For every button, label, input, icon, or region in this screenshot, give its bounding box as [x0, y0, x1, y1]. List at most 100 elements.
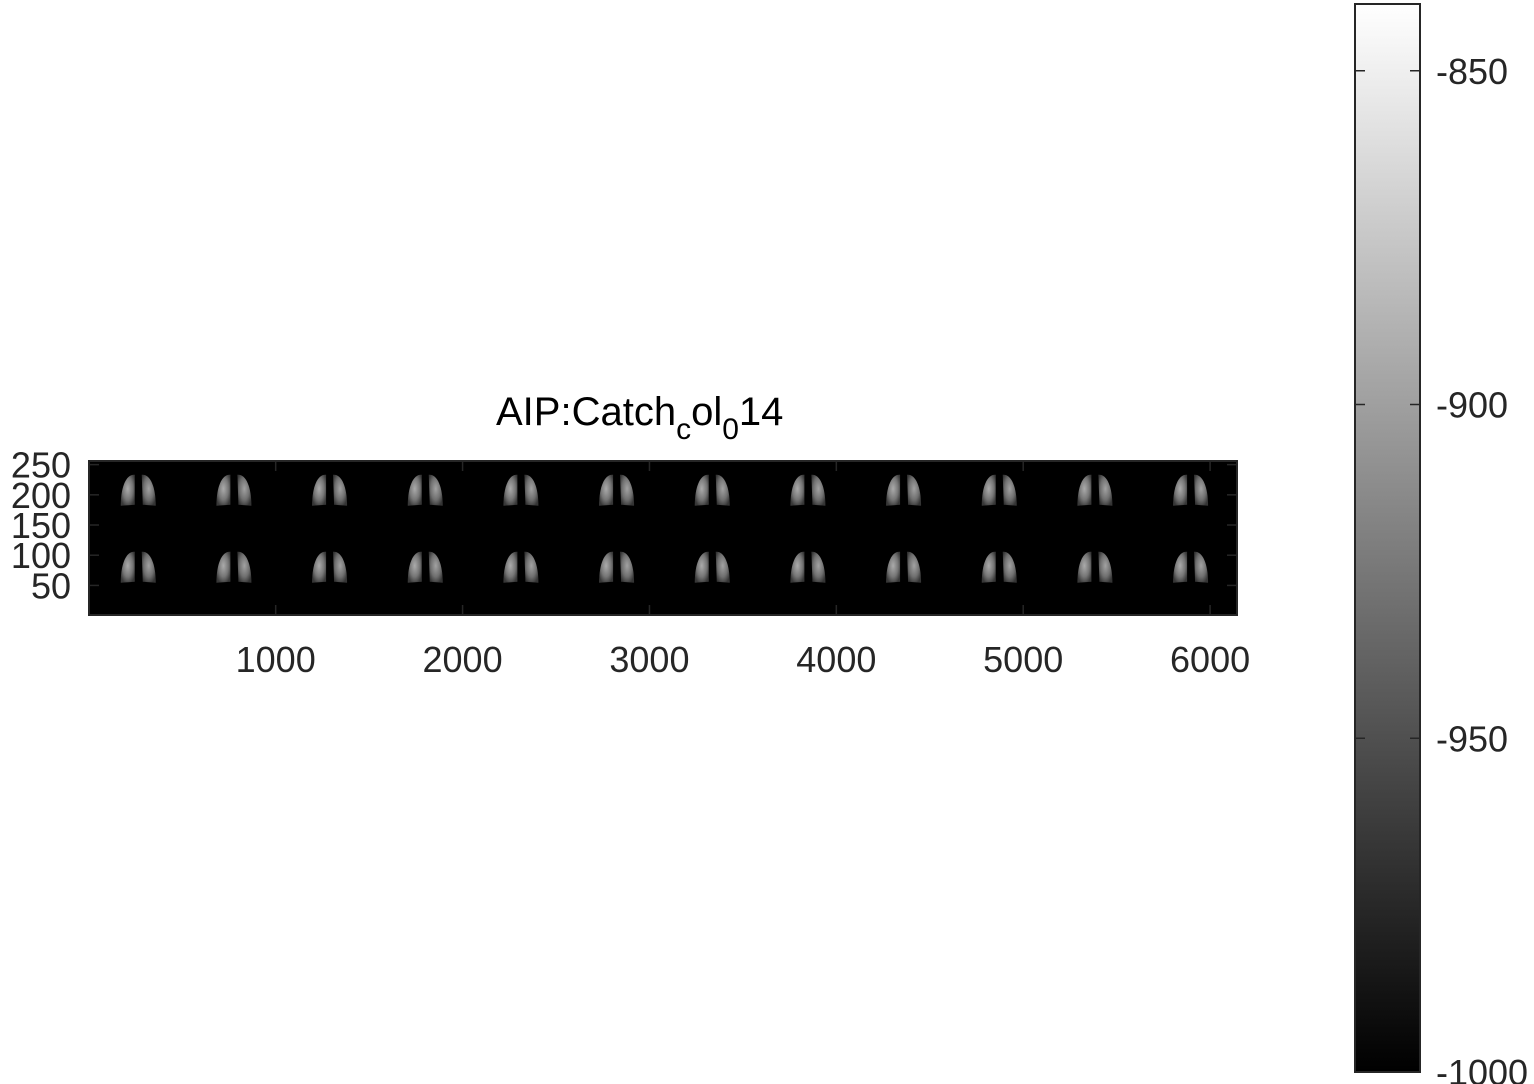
left-lung: [790, 551, 805, 583]
right-lung: [141, 474, 156, 506]
lung-slice: [407, 551, 443, 583]
title-prefix: AIP:Catch: [496, 390, 677, 434]
title-middle: ol: [691, 390, 723, 434]
right-lung: [1002, 474, 1017, 506]
left-lung: [886, 551, 901, 583]
title-subscript-2: 0: [722, 413, 739, 446]
left-lung: [1173, 551, 1188, 583]
lung-slice: [312, 474, 348, 506]
x-tick-label: 3000: [609, 639, 689, 680]
x-tick-label: 6000: [1170, 639, 1250, 680]
colorbar-tick-label: -1000: [1436, 1052, 1528, 1084]
lung-slice: [407, 474, 443, 506]
left-lung: [694, 551, 709, 583]
lung-slice: [694, 474, 730, 506]
x-tick-label: 5000: [983, 639, 1063, 680]
left-lung: [120, 551, 135, 583]
left-lung: [1173, 474, 1188, 506]
lung-slice: [503, 551, 539, 583]
right-lung: [428, 474, 443, 506]
right-lung: [1002, 551, 1017, 583]
right-lung: [1098, 474, 1113, 506]
left-lung: [216, 551, 231, 583]
y-tick-label: 100: [11, 535, 71, 576]
x-tick-label: 4000: [796, 639, 876, 680]
x-axis: 1000 2000 3000 4000 5000 6000: [236, 461, 1250, 680]
left-lung: [599, 551, 614, 583]
left-lung: [312, 551, 327, 583]
lung-slice: [1077, 551, 1113, 583]
right-lung: [811, 474, 826, 506]
left-lung: [120, 474, 135, 506]
left-lung: [1077, 551, 1092, 583]
lung-slice: [1173, 551, 1209, 583]
right-lung: [333, 474, 348, 506]
lung-slice: [790, 474, 826, 506]
x-tick-label: 2000: [423, 639, 503, 680]
colorbar-gradient: [1354, 3, 1421, 1073]
lung-slice: [216, 474, 252, 506]
lung-slice: [981, 551, 1017, 583]
right-lung: [715, 474, 730, 506]
axes-border: [88, 460, 1238, 616]
lung-slice: [790, 551, 826, 583]
y-tick-label: 150: [11, 505, 71, 546]
left-lung: [407, 474, 422, 506]
right-lung: [620, 474, 635, 506]
colorbar-tick-label: -950: [1436, 718, 1508, 759]
left-lung: [981, 551, 996, 583]
right-lung: [1194, 474, 1209, 506]
right-lung: [1098, 551, 1113, 583]
lung-slice: [599, 474, 635, 506]
lung-slice: [216, 551, 252, 583]
right-lung: [237, 474, 252, 506]
lung-slice: [886, 551, 922, 583]
title: AIP:Catchcol014: [496, 390, 836, 454]
lung-slice: [1077, 474, 1113, 506]
lung-slice: [120, 474, 156, 506]
left-lung: [1077, 474, 1092, 506]
left-lung: [503, 551, 518, 583]
title-subscript-1: c: [676, 413, 692, 446]
left-lung: [312, 474, 327, 506]
lung-slice: [886, 474, 922, 506]
right-lung: [333, 551, 348, 583]
left-lung: [694, 474, 709, 506]
right-lung: [524, 551, 539, 583]
left-lung: [216, 474, 231, 506]
colorbar-tick-label: -850: [1436, 51, 1508, 92]
colorbar-tick-label: -900: [1436, 385, 1508, 426]
left-lung: [599, 474, 614, 506]
title-suffix: 14: [738, 390, 784, 434]
lung-slice: [120, 551, 156, 583]
y-tick-label: 200: [11, 475, 71, 516]
right-lung: [811, 551, 826, 583]
right-lung: [907, 551, 922, 583]
lung-slice: [312, 551, 348, 583]
colorbar-ticks: -850 -900 -950 -1000: [1355, 51, 1528, 1084]
right-lung: [141, 551, 156, 583]
y-tick-label: 50: [31, 565, 71, 606]
lung-slice: [599, 551, 635, 583]
x-tick-label: 1000: [236, 639, 316, 680]
right-lung: [1194, 551, 1209, 583]
left-lung: [503, 474, 518, 506]
lung-slice: [503, 474, 539, 506]
right-lung: [237, 551, 252, 583]
lung-slice: [694, 551, 730, 583]
left-lung: [886, 474, 901, 506]
right-lung: [907, 474, 922, 506]
left-lung: [407, 551, 422, 583]
right-lung: [715, 551, 730, 583]
y-tick-label: 250: [11, 445, 71, 486]
lung-montage: [120, 474, 1209, 583]
right-lung: [524, 474, 539, 506]
image-area: [89, 461, 1237, 615]
lung-slice: [981, 474, 1017, 506]
lung-slice: [1173, 474, 1209, 506]
colorbar: -850 -900 -950 -1000: [1354, 3, 1528, 1084]
right-lung: [428, 551, 443, 583]
